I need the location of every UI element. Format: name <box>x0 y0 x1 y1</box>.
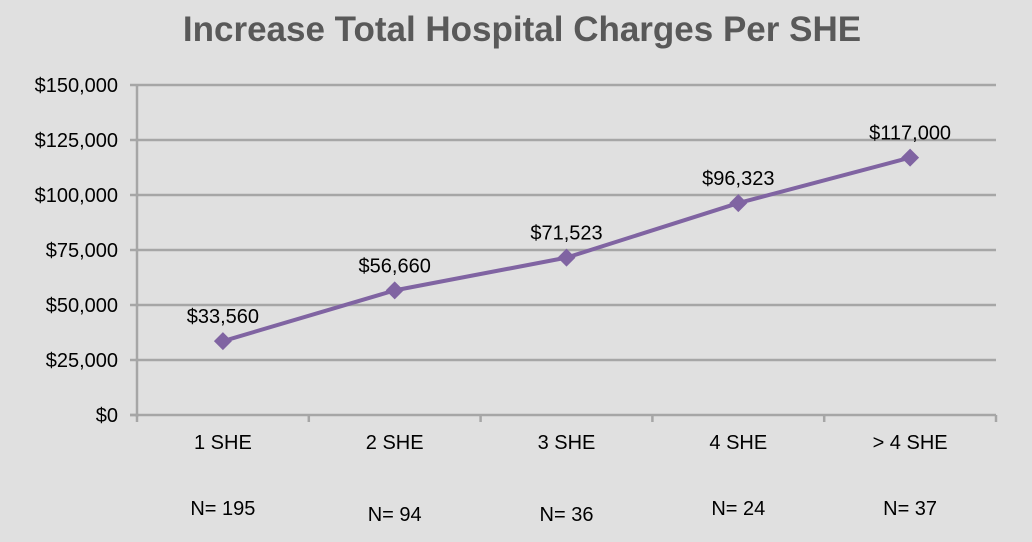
data-label: $117,000 <box>869 123 951 145</box>
data-label: $71,523 <box>530 223 602 245</box>
x-tick-label: 3 SHE <box>538 432 596 454</box>
y-tick-label: $100,000 <box>35 185 118 207</box>
data-point-marker <box>729 194 748 213</box>
x-tick-labels: 1 SHE 2 SHE 3 SHE 4 SHE > 4 SHE <box>194 432 948 454</box>
data-label: $56,660 <box>359 255 431 277</box>
x-tick-label: > 4 SHE <box>873 432 948 454</box>
y-tick-label: $75,000 <box>46 240 118 262</box>
sample-size-label: N= 36 <box>540 504 594 526</box>
sample-size-label: N= 94 <box>368 504 422 526</box>
chart-title: Increase Total Hospital Charges Per SHE <box>182 10 862 49</box>
data-label: $96,323 <box>702 168 774 190</box>
data-point-marker <box>385 281 404 300</box>
axes <box>130 83 998 422</box>
y-tick-label: $50,000 <box>46 295 118 317</box>
x-tick-label: 1 SHE <box>194 432 252 454</box>
data-point-marker <box>901 148 920 167</box>
data-point-marker <box>557 248 576 267</box>
sample-size-label: N= 37 <box>883 498 937 520</box>
sample-size-labels: N= 195 N= 94 N= 36 N= 24 N= 37 <box>190 498 937 526</box>
x-tick-label: 2 SHE <box>366 432 424 454</box>
data-label: $33,560 <box>187 306 259 328</box>
data-point-marker <box>213 332 232 351</box>
sample-size-label: N= 24 <box>711 498 765 520</box>
series-markers <box>213 148 920 351</box>
y-tick-label: $150,000 <box>35 75 118 97</box>
y-tick-label: $0 <box>96 405 118 427</box>
data-labels: $33,560 $56,660 $71,523 $96,323 $117,000 <box>187 123 951 329</box>
y-tick-label: $25,000 <box>46 350 118 372</box>
y-tick-labels: $0 $25,000 $50,000 $75,000 $100,000 $125,000 $… <box>35 75 118 427</box>
sample-size-label: N= 195 <box>190 498 255 520</box>
y-tick-label: $125,000 <box>35 130 118 152</box>
x-tick-label: 4 SHE <box>709 432 767 454</box>
